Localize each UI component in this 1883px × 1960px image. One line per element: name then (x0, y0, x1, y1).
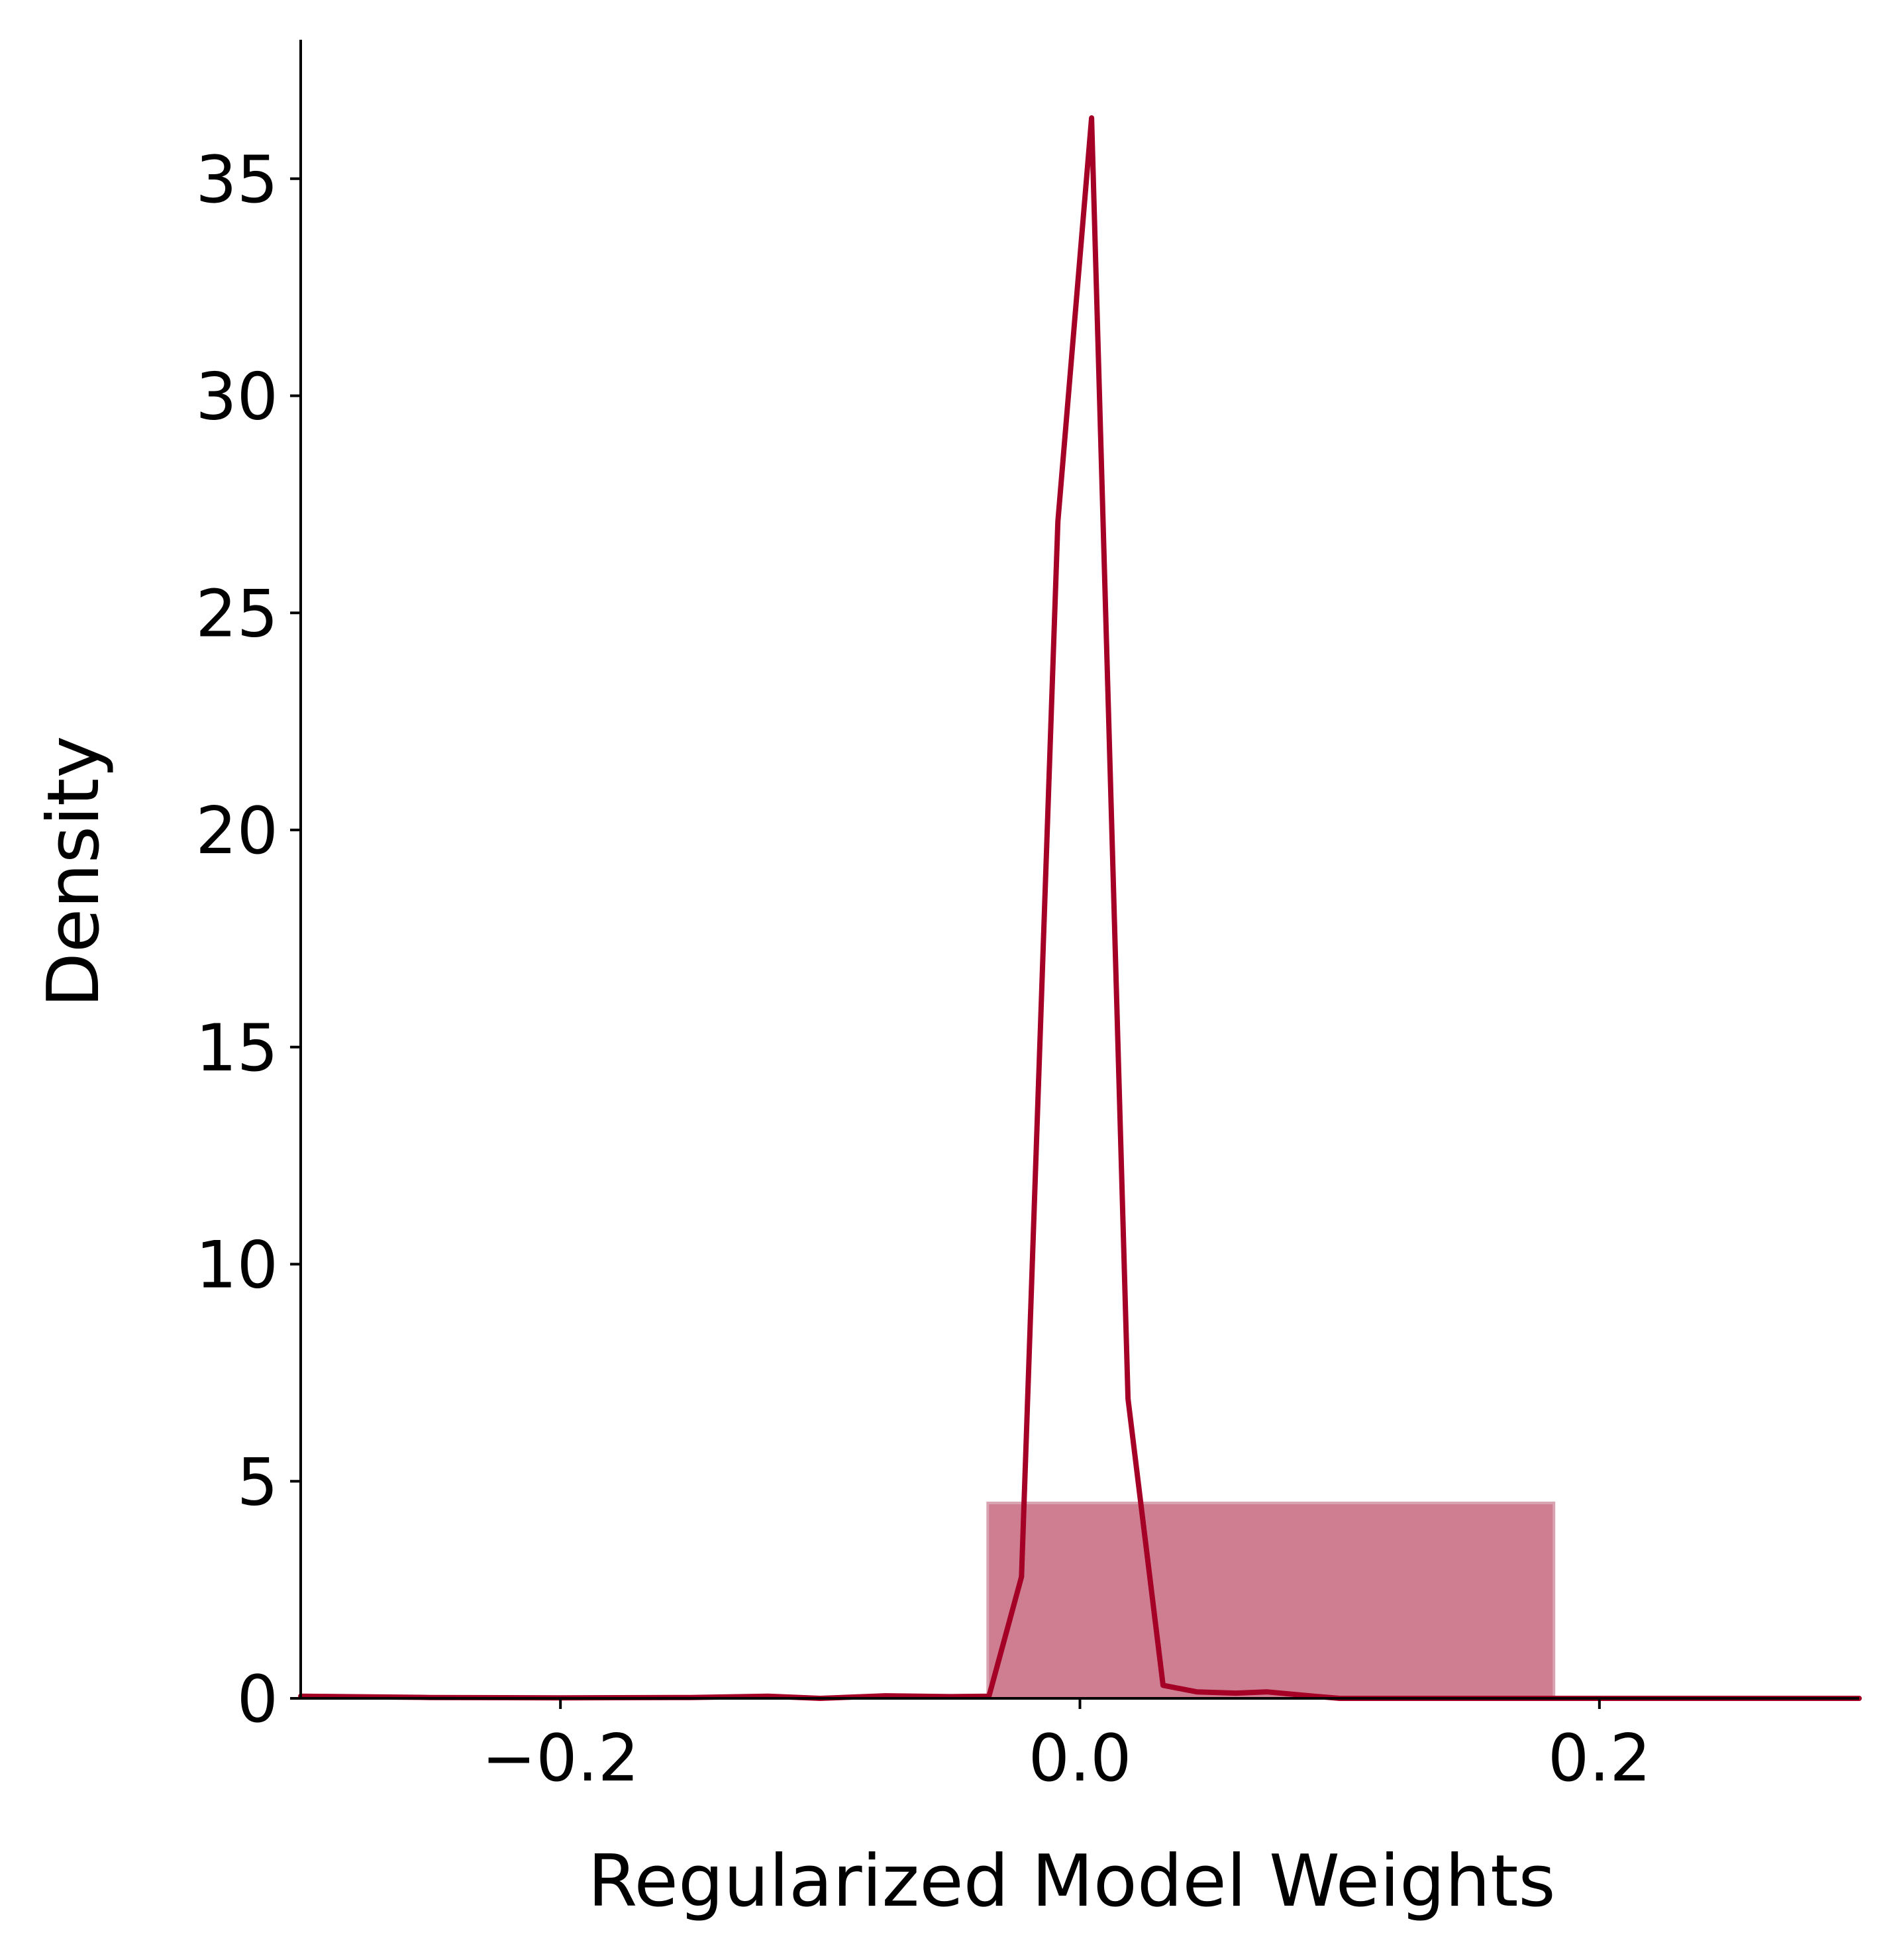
y-tick-label: 0 (237, 1662, 278, 1737)
y-tick-label: 25 (195, 576, 278, 652)
x-axis-title: Regularized Model Weights (587, 1840, 1555, 1923)
x-tick-label: 0.2 (1548, 1721, 1651, 1796)
x-tick-label: 0.0 (1029, 1721, 1132, 1796)
y-tick-label: 20 (195, 794, 278, 869)
histogram-bars (986, 1502, 1556, 1700)
histogram-bar (986, 1502, 1556, 1700)
x-ticks: −0.2 0.0 0.2 (482, 1698, 1651, 1796)
y-tick-label: 30 (195, 360, 278, 435)
x-tick-label: −0.2 (482, 1721, 639, 1796)
kde-line (298, 115, 1862, 1701)
y-tick-label: 10 (195, 1228, 278, 1304)
y-tick-label: 5 (237, 1445, 278, 1520)
y-tick-label: 15 (195, 1011, 278, 1086)
y-tick-label: 35 (195, 142, 278, 218)
y-axis-title: Density (32, 736, 115, 1008)
y-ticks: 0 5 10 15 20 25 30 35 (195, 142, 301, 1737)
